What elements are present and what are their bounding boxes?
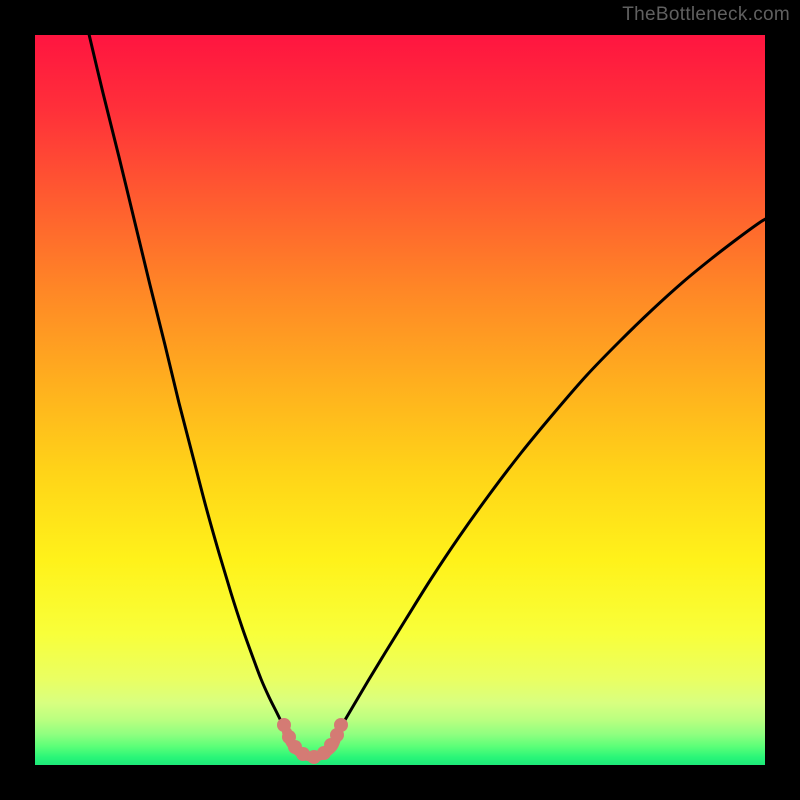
bead-dot <box>277 718 291 732</box>
chart-container: TheBottleneck.com <box>0 0 800 800</box>
bead-dot <box>334 718 348 732</box>
watermark-text: TheBottleneck.com <box>622 4 790 26</box>
bead-dots-group <box>277 718 348 764</box>
curve-layer <box>35 35 765 765</box>
plot-area <box>35 35 765 765</box>
curve-left-branch <box>88 30 287 732</box>
curve-right-branch <box>338 217 769 732</box>
